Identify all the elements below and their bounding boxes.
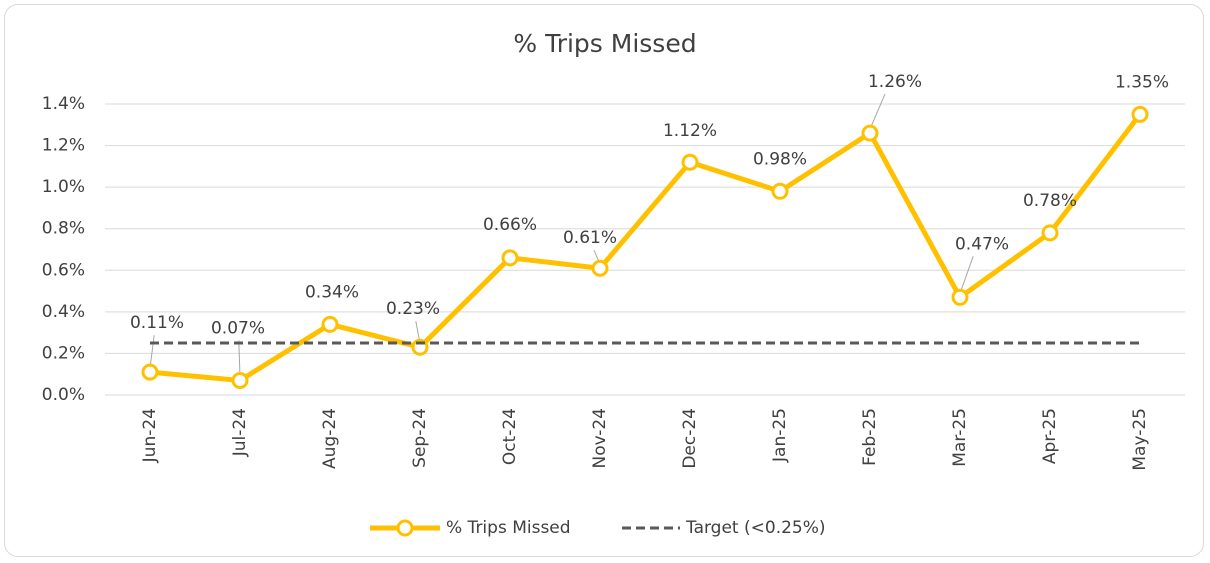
x-tick-label: Jan-25 [770,408,790,463]
x-tick-label: Feb-25 [860,408,880,466]
data-label: 0.47% [955,234,1009,254]
y-tick-label: 0.4% [42,302,85,322]
legend-marker [396,519,414,537]
data-label: 1.35% [1115,72,1169,92]
data-label: 0.34% [305,282,359,302]
marker [771,182,789,200]
x-tick-label: Nov-24 [590,408,610,469]
marker [1131,105,1149,123]
data-label: 0.98% [753,149,807,169]
marker [231,371,249,389]
x-tick-label: Oct-24 [500,408,520,465]
marker [591,259,609,277]
data-label: 1.26% [868,72,922,92]
leader-line [149,335,155,369]
marker [1041,224,1059,242]
leader-line [959,256,974,294]
x-tick-label: Dec-24 [680,408,700,469]
x-tick-label: Apr-25 [1040,408,1060,464]
marker [141,363,159,381]
leader-line [238,340,241,377]
marker [861,124,879,142]
marker [681,153,699,171]
marker [321,315,339,333]
y-tick-label: 0.2% [42,343,85,363]
chart-title: % Trips Missed [513,29,696,58]
y-tick-label: 1.0% [42,177,85,197]
data-label: 0.61% [563,228,617,248]
series-line [149,112,1142,383]
legend-item: % Trips Missed [370,518,571,538]
x-tick-label: Sep-24 [410,408,430,468]
data-label: 0.07% [211,318,265,338]
legend-label: % Trips Missed [446,518,571,538]
leader-line [869,93,886,130]
marker [951,288,969,306]
x-tick-label: Jul-24 [230,408,250,457]
y-tick-label: 0.8% [42,219,85,239]
x-tick-label: Jun-24 [140,408,160,463]
y-tick-label: 1.4% [42,94,85,114]
x-tick-label: Aug-24 [320,408,340,469]
data-label: 0.78% [1023,191,1077,211]
data-label: 0.23% [386,299,440,319]
data-label: 0.66% [483,215,537,235]
marker [501,249,519,267]
legend-item: Target (<0.25%) [622,518,826,538]
data-label: 0.11% [130,313,184,333]
x-tick-label: Mar-25 [950,408,970,467]
chart-frame [4,4,1204,557]
y-tick-label: 0.0% [42,385,85,405]
data-label: 1.12% [663,121,717,141]
y-tick-label: 0.6% [42,260,85,280]
y-tick-label: 1.2% [42,136,85,156]
legend-label: Target (<0.25%) [685,518,826,538]
x-tick-label: May-25 [1130,408,1150,471]
